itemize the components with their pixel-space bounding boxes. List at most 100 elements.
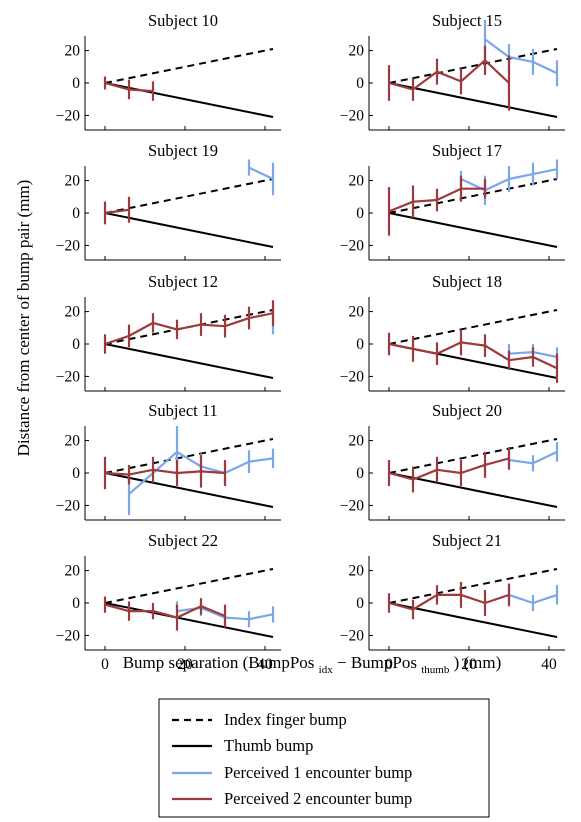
x-axis-label-end: ) (mm) [454, 653, 502, 672]
perceived-2-point [436, 468, 438, 471]
index-finger-line [388, 308, 558, 345]
y-tick-label: 0 [356, 336, 364, 353]
perceived-1-point [532, 173, 534, 176]
panel-title: Subject 22 [148, 531, 218, 550]
perceived-2-point [224, 615, 226, 617]
perceived-2-point [508, 82, 510, 84]
perceived-2-point [128, 334, 130, 337]
perceived-2-line [104, 208, 130, 215]
legend: Index finger bump Thumb bump Perceived 1 e… [158, 698, 490, 818]
panel-title: Subject 19 [148, 141, 218, 160]
perceived-2-line [388, 457, 510, 481]
perceived-2-point [128, 208, 130, 211]
perceived-2-point [200, 323, 202, 326]
panel-subject-12: Subject 12 20 0 −20 [56, 272, 281, 392]
y-tick-label: −20 [56, 627, 80, 644]
thumb-line [388, 602, 558, 639]
y-tick-label: 20 [349, 173, 365, 190]
x-tick-label: 40 [541, 656, 557, 673]
perceived-1-point [272, 613, 274, 616]
y-axis-label: Distance from center of bump pair (mm) [14, 180, 33, 457]
y-tick-label: 20 [65, 563, 81, 580]
perceived-2-point [508, 457, 510, 460]
y-tick-label: 20 [349, 43, 365, 60]
perceived-2-point [460, 80, 462, 83]
perceived-2-point [436, 70, 438, 73]
y-tick-label: −20 [56, 107, 80, 124]
perceived-2-line [388, 59, 510, 91]
legend-label: Thumb bump [224, 736, 313, 755]
perceived-1-line [248, 166, 274, 180]
perceived-1-line [484, 38, 558, 75]
perceived-2-point [412, 88, 414, 91]
perceived-2-point [224, 472, 226, 474]
legend-label: Index finger bump [224, 710, 347, 729]
thumb-line [104, 602, 274, 639]
perceived-1-point [272, 178, 274, 180]
perceived-2-point [104, 343, 106, 345]
perceived-2-point [104, 472, 106, 474]
y-tick-label: −20 [340, 107, 364, 124]
perceived-2-point [436, 352, 438, 355]
panel-subject-10: Subject 10 20 0 −20 [56, 11, 281, 131]
y-tick-label: 20 [65, 173, 81, 190]
perceived-2-point [152, 322, 154, 324]
perceived-2-point [128, 610, 130, 613]
panel-subject-17: Subject 17 20 0 −20 [340, 141, 565, 261]
perceived-2-point [388, 472, 390, 474]
x-axis-label-sub-thumb: thumb [421, 664, 450, 676]
perceived-2-point [460, 341, 462, 344]
index-finger-line [388, 567, 558, 604]
index-finger-line [388, 47, 558, 84]
perceived-1-point [272, 457, 274, 460]
perceived-1-point [128, 493, 130, 495]
y-tick-label: 0 [72, 465, 80, 482]
perceived-2-point [460, 593, 462, 596]
y-tick-label: 20 [349, 304, 365, 321]
legend-label: Perceived 2 encounter bump [224, 789, 412, 808]
perceived-2-point [388, 82, 390, 84]
perceived-2-point [388, 602, 390, 604]
y-tick-label: 0 [356, 75, 364, 92]
panel-title: Subject 10 [148, 11, 218, 30]
perceived-1-line [128, 450, 274, 495]
perceived-2-point [436, 593, 438, 596]
perceived-2-point [412, 478, 414, 481]
perceived-2-point [248, 317, 250, 319]
perceived-2-line [104, 312, 274, 346]
index-finger-line [104, 437, 274, 474]
y-tick-label: −20 [340, 237, 364, 254]
perceived-1-point [556, 72, 558, 75]
perceived-2-point [460, 187, 462, 190]
index-finger-line [388, 177, 558, 214]
y-tick-label: 0 [356, 465, 364, 482]
perceived-1-point [248, 460, 250, 463]
x-axis-label: Bump separation (BumpPos idx − BumpPos t… [123, 653, 502, 677]
panel-title: Subject 15 [432, 11, 502, 30]
panel-subject-11: Subject 11 20 0 −20 [56, 401, 281, 521]
perceived-1-point [508, 178, 510, 180]
perceived-2-point [484, 344, 486, 347]
perceived-2-point [104, 82, 106, 84]
y-tick-label: 20 [65, 304, 81, 321]
y-tick-label: 0 [72, 75, 80, 92]
perceived-1-point [556, 168, 558, 171]
thumb-line [104, 343, 274, 380]
perceived-2-point [412, 608, 414, 611]
perceived-2-line [104, 468, 226, 476]
y-tick-label: −20 [56, 497, 80, 514]
x-axis-label-main: Bump separation (BumpPos [123, 653, 315, 672]
x-tick-label: 20 [177, 656, 193, 673]
perceived-2-point [412, 200, 414, 203]
panel-title: Subject 18 [432, 272, 502, 291]
y-tick-label: 20 [349, 563, 365, 580]
perceived-2-point [484, 463, 486, 466]
panel-subject-20: Subject 20 20 0 −20 [340, 401, 565, 521]
y-tick-label: −20 [340, 368, 364, 385]
perceived-2-point [484, 602, 486, 604]
index-finger-line [104, 567, 274, 604]
perceived-2-point [484, 187, 486, 190]
perceived-2-point [176, 616, 178, 619]
y-tick-label: 20 [65, 43, 81, 60]
thumb-line [104, 472, 274, 509]
